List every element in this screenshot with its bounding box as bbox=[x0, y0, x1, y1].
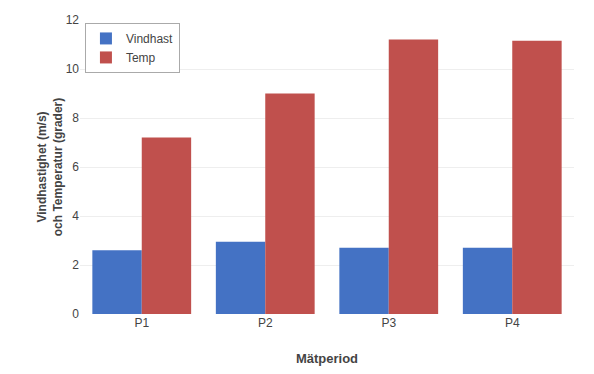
svg-text:P1: P1 bbox=[134, 316, 149, 330]
svg-text:0: 0 bbox=[72, 307, 79, 321]
svg-text:P4: P4 bbox=[505, 316, 520, 330]
svg-text:Temp: Temp bbox=[126, 51, 156, 65]
svg-text:Vindhastighet (m/s)och Tempera: Vindhastighet (m/s)och Temperatur (grade… bbox=[35, 98, 65, 236]
svg-text:P3: P3 bbox=[381, 316, 396, 330]
svg-text:Vindhast: Vindhast bbox=[126, 32, 173, 46]
svg-text:12: 12 bbox=[66, 13, 80, 27]
svg-text:4: 4 bbox=[72, 209, 79, 223]
svg-text:Mätperiod: Mätperiod bbox=[296, 351, 358, 366]
svg-text:8: 8 bbox=[72, 111, 79, 125]
svg-text:P2: P2 bbox=[258, 316, 273, 330]
svg-text:2: 2 bbox=[72, 258, 79, 272]
svg-text:10: 10 bbox=[66, 62, 80, 76]
svg-text:6: 6 bbox=[72, 160, 79, 174]
